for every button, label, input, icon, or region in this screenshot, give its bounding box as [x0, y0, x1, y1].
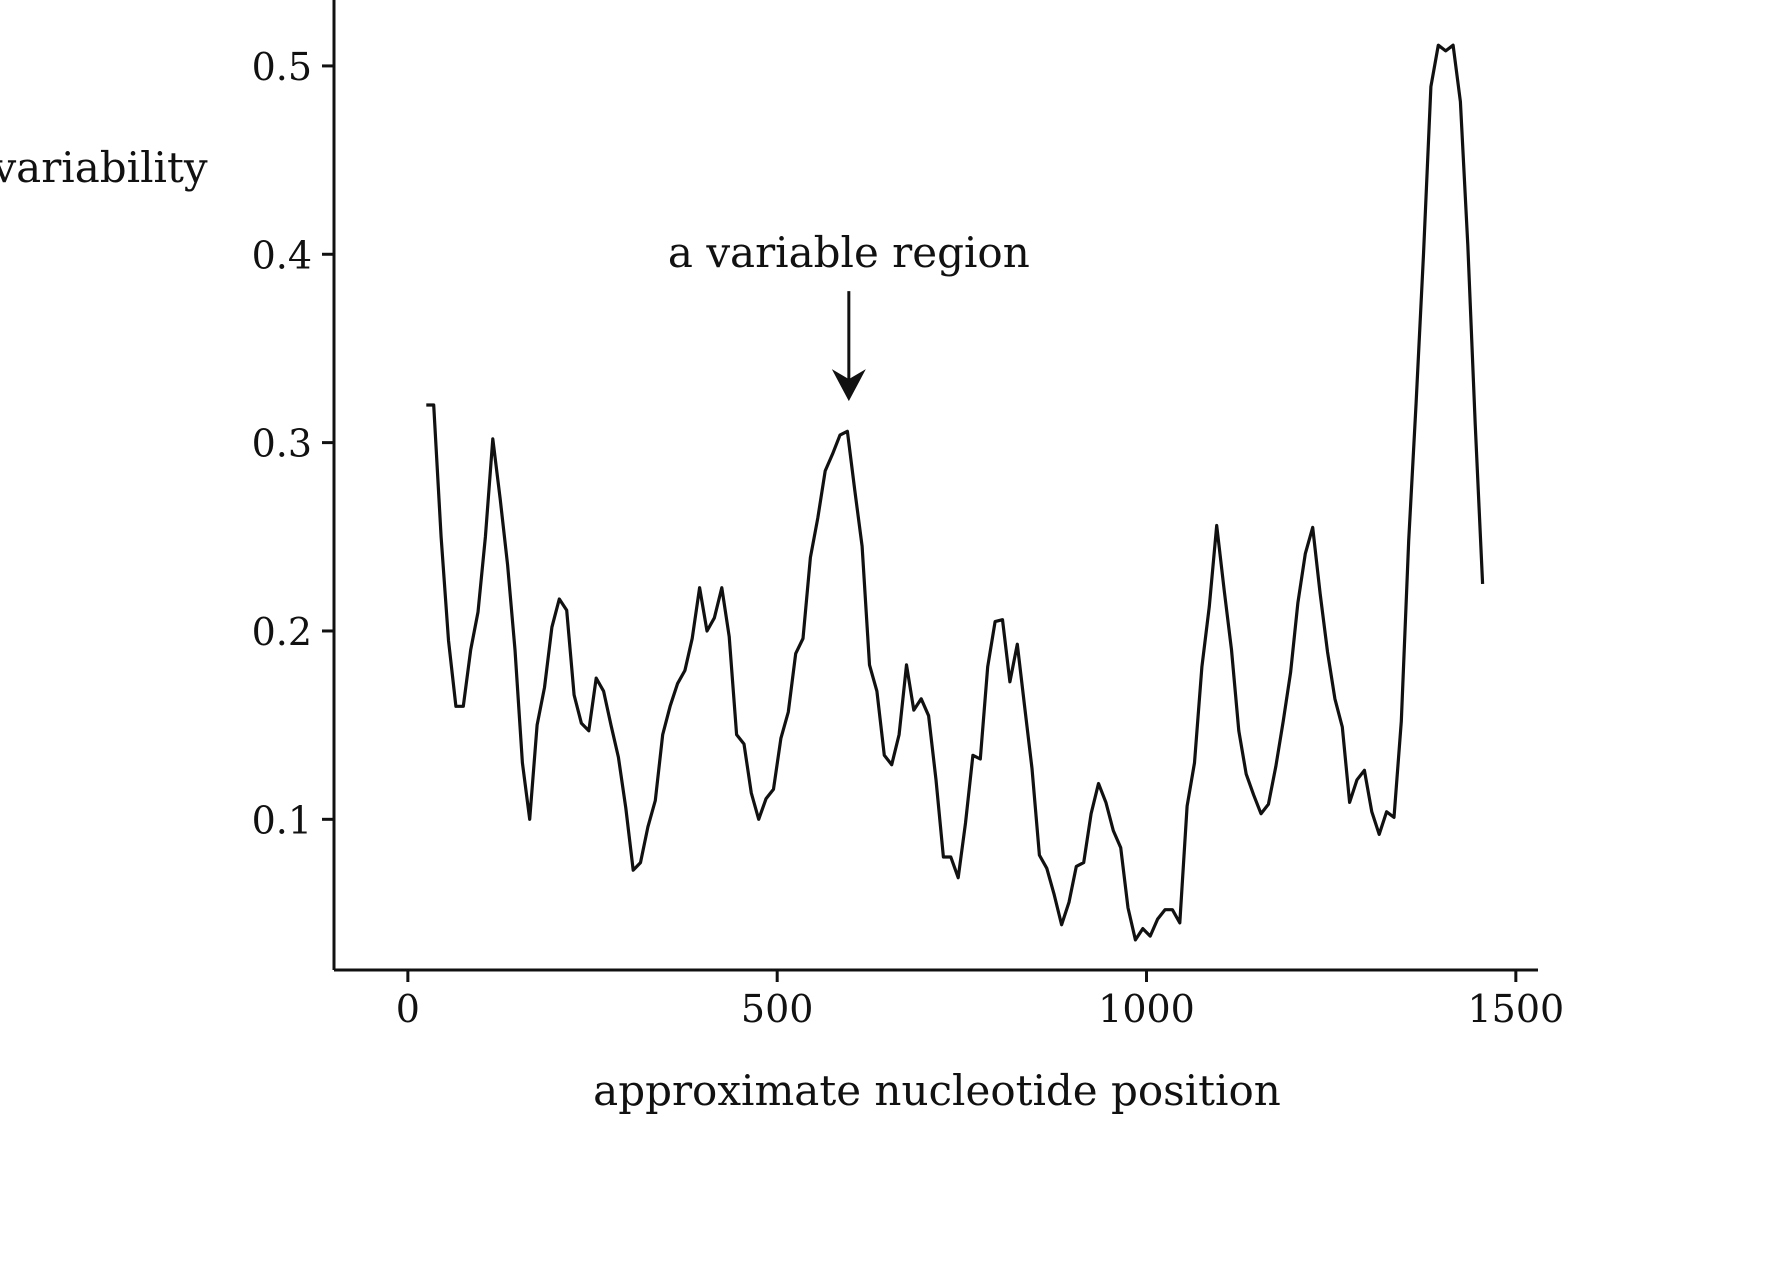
y-tick-label: 0.4 — [252, 233, 312, 277]
y-axis-title: variability — [0, 143, 208, 192]
series-line — [426, 43, 1485, 942]
x-tick-label: 1500 — [1467, 987, 1564, 1031]
x-tick-label: 1000 — [1098, 987, 1195, 1031]
x-tick-label: 0 — [396, 987, 420, 1031]
x-tick-label: 500 — [741, 987, 814, 1031]
x-axis-title: approximate nucleotide position — [593, 1066, 1281, 1115]
y-tick-label: 0.5 — [252, 45, 312, 89]
x-axis-ticks: 0 500 1000 1500 — [396, 970, 1564, 1031]
annotation-label: a variable region — [668, 228, 1030, 277]
y-tick-label: 0.1 — [252, 798, 312, 842]
axes — [332, 0, 1538, 972]
line-chart: 0.1 0.2 0.3 0.4 0.5 0 500 1000 1500 a variable … — [0, 0, 1564, 1115]
series-group — [426, 43, 1485, 942]
y-axis-ticks: 0.1 0.2 0.3 0.4 0.5 — [252, 45, 334, 842]
annotation: a variable region — [668, 228, 1030, 402]
y-tick-label: 0.3 — [252, 422, 312, 466]
annotation-arrow-head — [831, 369, 866, 402]
y-tick-label: 0.2 — [252, 610, 312, 654]
